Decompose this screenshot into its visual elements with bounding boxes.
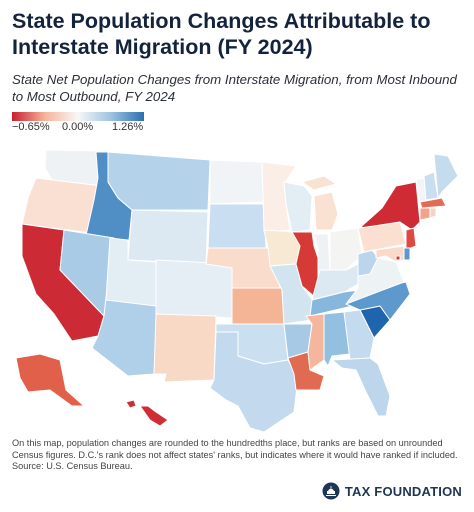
state-de [403, 247, 411, 261]
state-nj [405, 227, 417, 251]
footnote-text: On this map, population changes are roun… [12, 438, 458, 460]
state-sd [207, 203, 267, 249]
state-ri [429, 207, 437, 219]
state-ga [343, 309, 375, 361]
state-tx [209, 331, 299, 433]
legend-mid-label: 0.00% [62, 121, 94, 133]
source-text: Source: U.S. Census Bureau. [12, 461, 133, 471]
state-oh [329, 227, 363, 271]
legend-max-label: 1.26% [112, 121, 144, 133]
state-hi [125, 399, 169, 427]
footnote: On this map, population changes are roun… [12, 438, 464, 473]
state-ct [419, 207, 431, 221]
state-co [155, 259, 233, 319]
state-wy [127, 209, 209, 265]
state-dc [395, 255, 401, 261]
state-ny [359, 181, 421, 231]
state-ks [231, 287, 285, 325]
state-mt [107, 151, 211, 211]
chart-title: State Population Changes Attributable to… [12, 9, 431, 59]
brand-logo: TAX FOUNDATION [322, 482, 462, 500]
state-ak [15, 353, 85, 407]
capitol-dome-icon [322, 482, 340, 500]
brand-name: TAX FOUNDATION [344, 483, 462, 499]
color-scale-legend [12, 112, 144, 121]
state-nd [209, 159, 265, 205]
state-fl [331, 357, 391, 417]
us-choropleth-map [15, 149, 459, 433]
state-nm [153, 313, 217, 383]
state-ma [419, 197, 447, 209]
legend-min-label: −0.65% [12, 121, 50, 133]
chart-subtitle: State Net Population Changes from Inters… [12, 72, 457, 104]
state-wi [283, 181, 313, 233]
state-me [433, 153, 459, 199]
state-mi [301, 175, 339, 231]
